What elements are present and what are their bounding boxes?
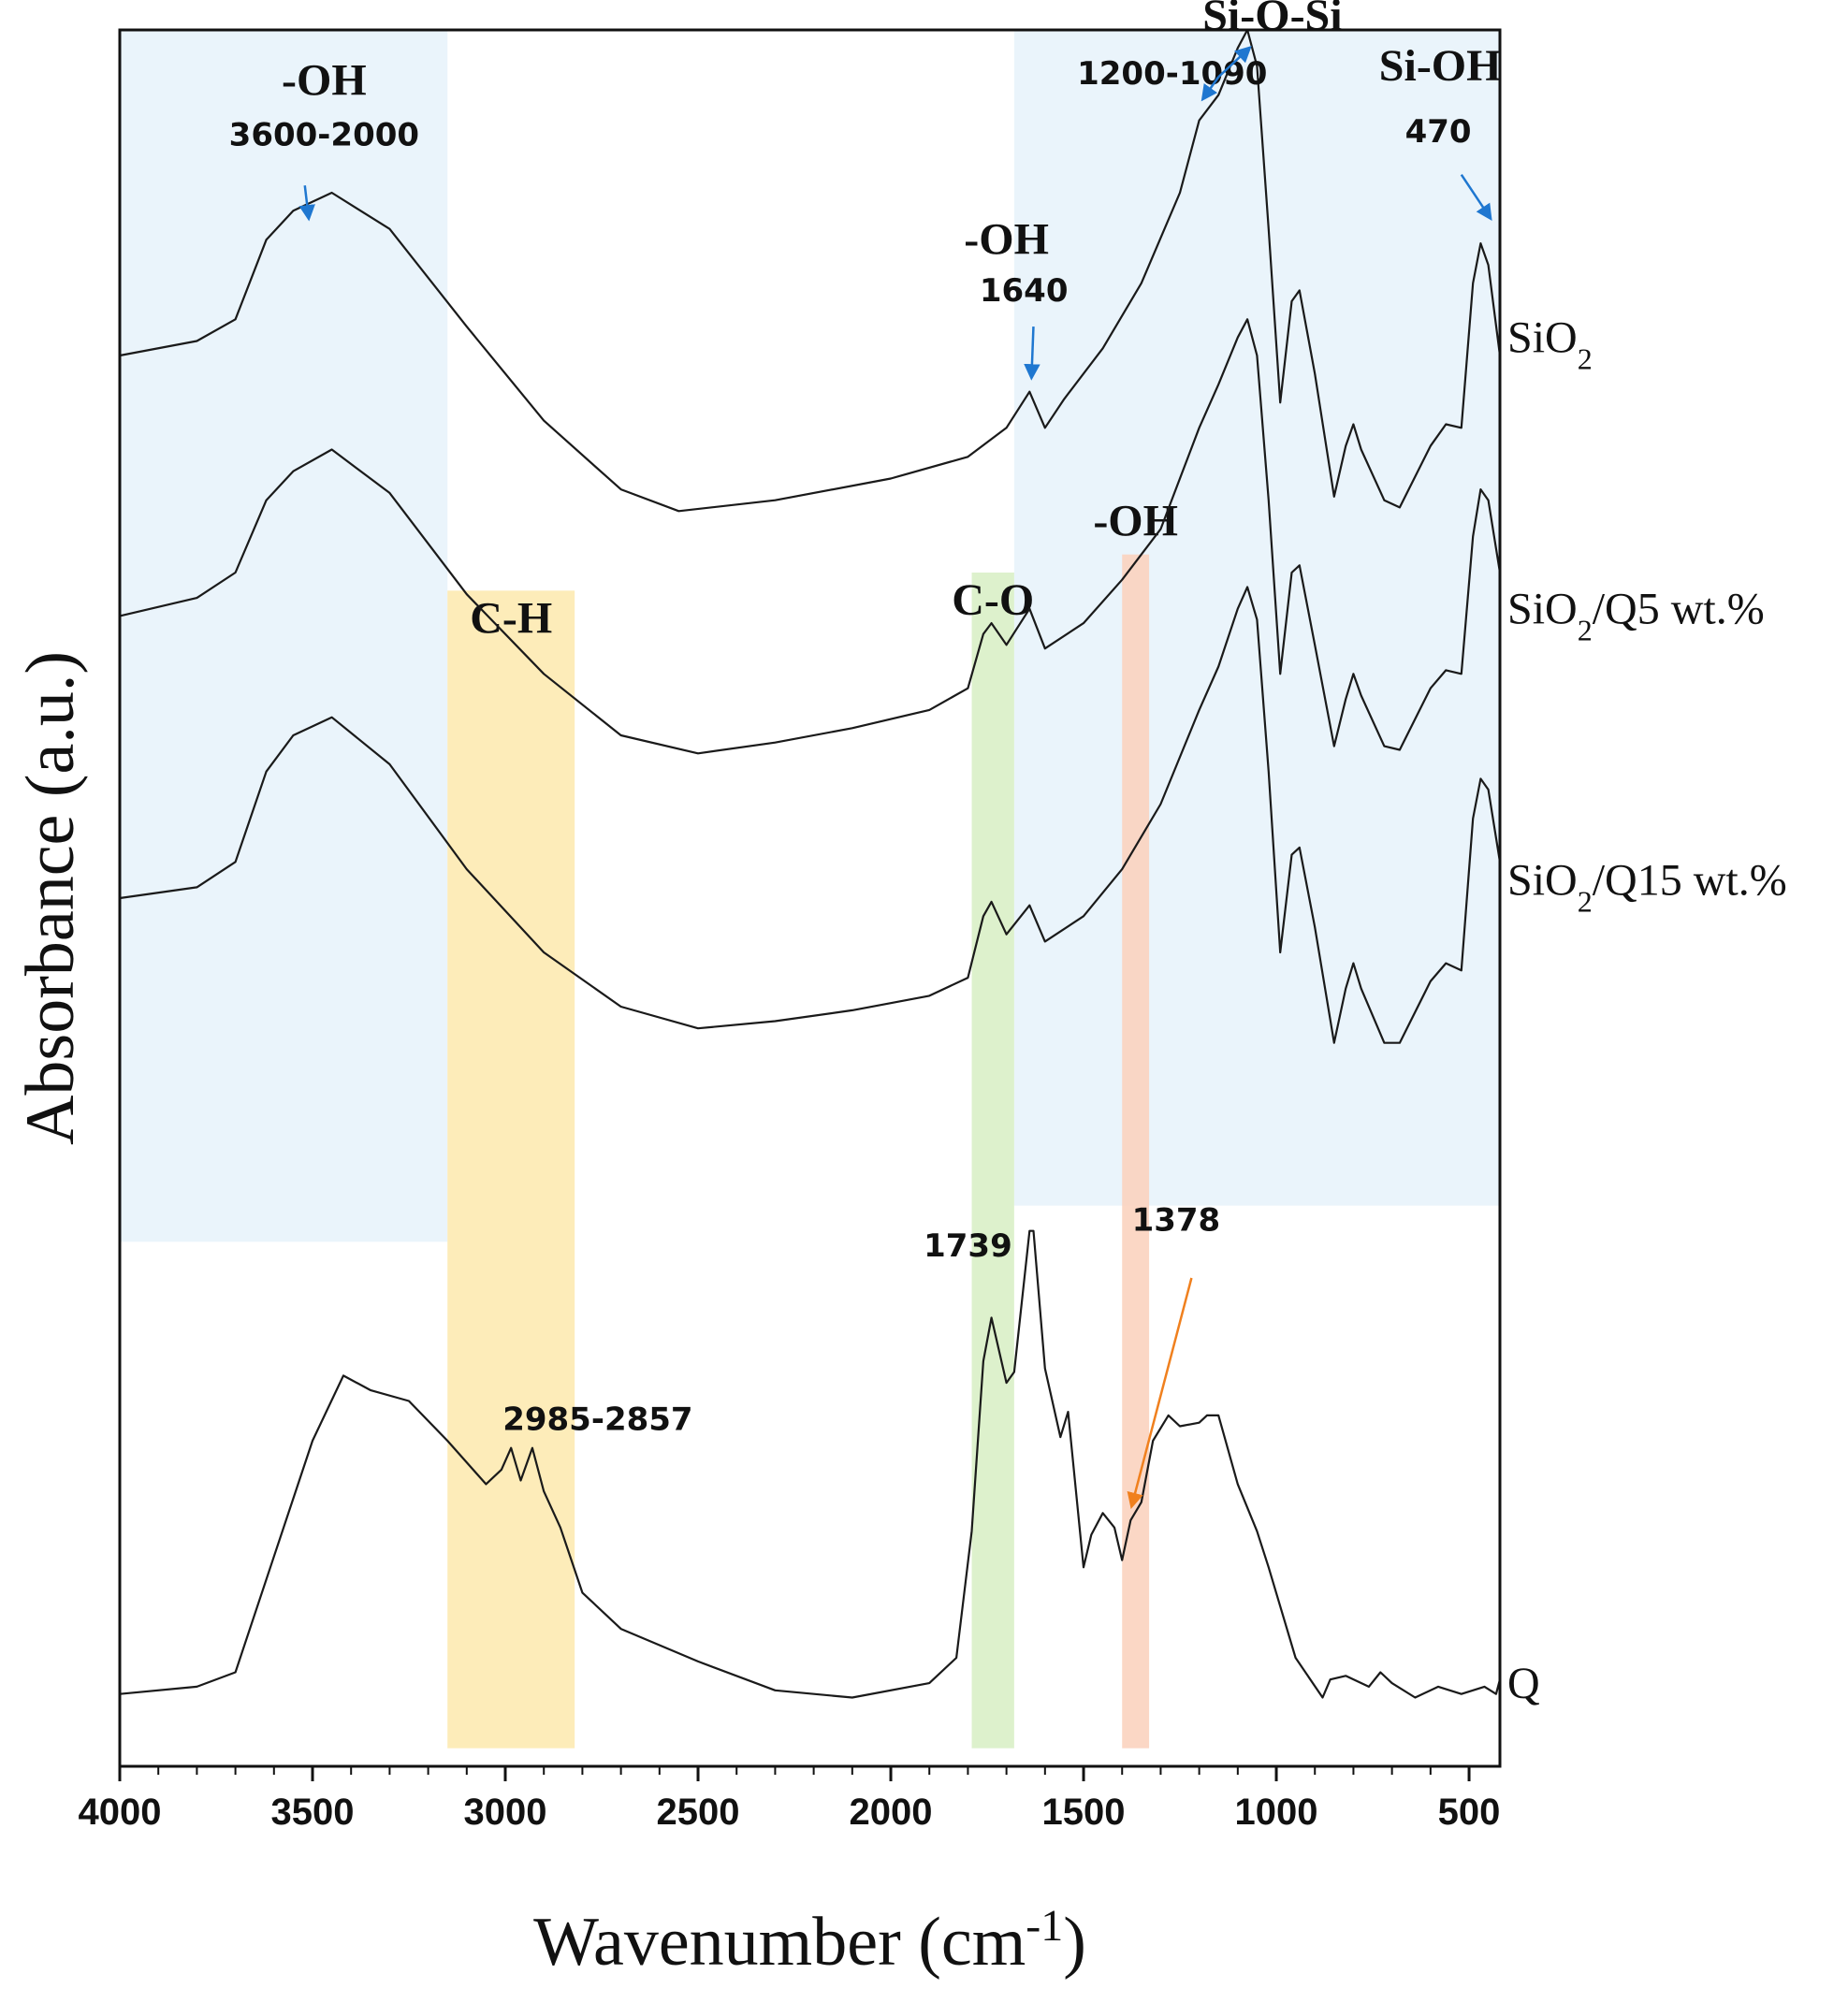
series-line-sio2 (119, 28, 1502, 513)
ch-range: 2985-2857 (502, 1401, 692, 1438)
oh-band-label: -OH (1093, 497, 1178, 546)
x-tick-label: 2500 (657, 1792, 740, 1833)
oh-broad-label: -OH (282, 56, 367, 106)
ch-band-label: C-H (470, 593, 552, 643)
x-tick-label: 1500 (1042, 1792, 1126, 1833)
series-line-sio2-q5 (119, 318, 1502, 755)
oh-1378-value: 1378 (1132, 1202, 1221, 1240)
si-oh-arrow (1460, 173, 1492, 221)
co-band-label: C-O (952, 575, 1034, 625)
x-tick-label: 2000 (850, 1792, 933, 1833)
highlight-bands: C-H C-O -OH (447, 497, 1178, 1749)
x-tick-label: 4000 (79, 1792, 162, 1833)
series-label-1: SiO2/Q5 wt.% (1507, 585, 1765, 647)
oh-broad-range: 3600-2000 (229, 117, 419, 154)
oh-broad-region (120, 30, 448, 1242)
series-line-q (119, 1229, 1502, 1699)
x-tick-label: 500 (1438, 1792, 1501, 1833)
si-o-si-arrow-upper (1217, 45, 1252, 79)
x-axis-ticks: 4000 3500 3000 2500 2000 1500 1000 500 (79, 1766, 1501, 1833)
ch-band (447, 590, 575, 1749)
si-o-si-range: 1200-1090 (1077, 55, 1267, 93)
x-tick-label: 1000 (1235, 1792, 1318, 1833)
si-oh-value: 470 (1405, 113, 1472, 151)
oh-1378-arrow (1127, 1277, 1193, 1509)
series-line-sio2-q15 (119, 586, 1502, 1044)
oh-broad-arrow (298, 185, 315, 222)
co-band (971, 573, 1014, 1749)
plot-frame (118, 28, 1502, 1768)
co-value: 1739 (924, 1227, 1012, 1265)
series-label-0: SiO2 (1507, 313, 1593, 376)
x-tick-label: 3500 (271, 1792, 355, 1833)
axes: 4000 3500 3000 2500 2000 1500 1000 500 (79, 28, 1502, 1833)
shaded-regions (120, 30, 1500, 1242)
x-axis-title: Wavenumber (cm-1) (533, 1901, 1086, 1981)
spectra-series: SiO2 SiO2/Q5 wt.% SiO2/Q15 wt.% Q (119, 28, 1787, 1708)
oh-1640-value: 1640 (980, 272, 1069, 310)
series-label-2: SiO2/Q15 wt.% (1507, 856, 1787, 919)
oh-band (1122, 554, 1150, 1749)
annotations: -OH 3600-2000 Si-O-Si 1200-1090 Si-OH 470 -OH 1… (229, 0, 1502, 1509)
series-label-3: Q (1507, 1659, 1540, 1708)
si-o-si-label: Si-O-Si (1202, 0, 1342, 40)
si-oh-label: Si-OH (1379, 41, 1502, 91)
oh-1640-arrow (1024, 327, 1040, 381)
oh-1640-label: -OH (964, 215, 1049, 265)
y-axis-title: Absorbance (a.u.) (12, 651, 89, 1145)
x-tick-label: 3000 (464, 1792, 547, 1833)
si-o-si-arrow-lower (1200, 76, 1220, 102)
